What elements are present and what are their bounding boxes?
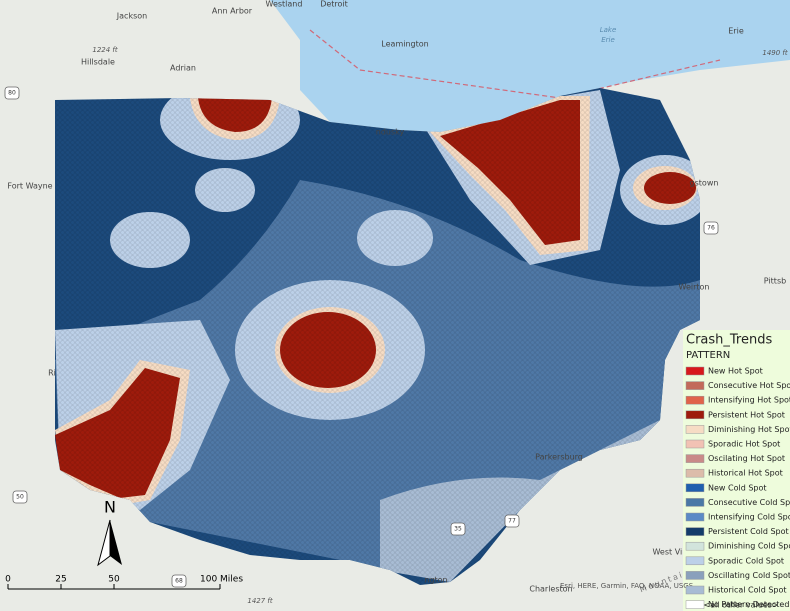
scale-label: 100 Miles — [200, 575, 243, 585]
water-label: Erie — [601, 36, 615, 44]
legend-label: Diminishing Hot Spot — [708, 425, 790, 434]
legend-swatch — [685, 468, 705, 478]
legend-title: Crash_Trends — [686, 333, 772, 348]
legend-swatch — [685, 410, 705, 420]
scale-label: 50 — [108, 575, 120, 585]
place-label: Detroit — [320, 0, 348, 9]
legend-swatch — [685, 454, 705, 463]
legend-swatch — [685, 483, 705, 493]
legend-swatch — [685, 600, 705, 609]
legend-label: Historical Cold Spot — [708, 586, 787, 595]
attribution: Esri, HERE, Garmin, FAO, NOAA, USGS — [560, 582, 694, 590]
legend-swatch — [685, 571, 705, 580]
place-label: Hillsdale — [81, 58, 115, 67]
legend-label: Intensifying Hot Spot — [708, 396, 790, 405]
legend-swatch — [685, 556, 705, 566]
place-label: Pittsb — [764, 277, 786, 286]
place-label: Fort Wayne — [7, 182, 52, 191]
legend-swatch — [685, 366, 705, 376]
place-label: Erie — [728, 27, 744, 36]
place-label: Ri — [48, 369, 56, 378]
legend-label: Diminishing Cold Spot — [708, 542, 790, 551]
legend-swatch — [685, 527, 705, 536]
legend-label: Oscilating Hot Spot — [708, 454, 785, 463]
north-label: N — [104, 498, 116, 517]
place-label: ndusky — [376, 128, 405, 137]
legend-label: New Cold Spot — [708, 483, 767, 492]
scale-label: 25 — [55, 575, 66, 585]
water-label: Lake — [600, 26, 617, 34]
elevation-label: 1427 ft — [247, 597, 273, 605]
legend-label: Consecutive Hot Spot — [708, 381, 790, 390]
legend-swatch — [685, 381, 705, 390]
place-label: Weirton — [679, 283, 710, 292]
legend-swatch — [685, 498, 705, 507]
legend-field: PATTERN — [686, 350, 730, 361]
place-label: Westland — [266, 0, 303, 9]
legend-label: Sporadic Hot Spot — [708, 440, 780, 449]
route-shield — [703, 221, 719, 235]
legend-swatch — [685, 541, 705, 551]
legend-swatch — [685, 425, 705, 434]
route-number: 35 — [454, 526, 462, 533]
place-label: West Vir — [652, 548, 686, 557]
legend-swatch — [685, 585, 705, 595]
place-label: Parkersburg — [535, 453, 583, 462]
route-shield — [450, 522, 466, 536]
scale-bar — [7, 584, 221, 590]
place-label: Adrian — [170, 64, 196, 73]
legend-label: Consecutive Cold Spot — [708, 498, 790, 507]
route-number: 80 — [8, 90, 16, 97]
route-number: 68 — [175, 578, 183, 585]
legend-label: No Pattern Detected — [708, 600, 789, 609]
legend-label: Sporadic Cold Spot — [708, 556, 784, 565]
place-label: Leamington — [381, 40, 428, 49]
legend-label: Persistent Hot Spot — [708, 410, 785, 419]
legend-swatch — [685, 395, 705, 405]
legend-footer: <all other values> — [703, 601, 778, 610]
route-shield — [504, 514, 520, 528]
legend-label: Oscillating Cold Spot — [708, 571, 790, 580]
route-number: 77 — [508, 518, 516, 525]
route-number: 76 — [707, 225, 715, 232]
legend-label: Intensifying Cold Spot — [708, 513, 790, 522]
scale-label: 0 — [5, 575, 11, 585]
place-label: Ann Arbor — [212, 7, 253, 16]
legend-label: Historical Hot Spot — [708, 469, 783, 478]
elevation-label: 1490 ft — [762, 49, 788, 57]
legend-label: New Hot Spot — [708, 367, 763, 376]
place-label: Jackson — [116, 12, 147, 21]
place-label: ngton — [424, 576, 447, 585]
place-label: gstown — [690, 179, 719, 188]
route-shield — [4, 86, 20, 100]
route-shield — [12, 490, 28, 504]
place-label: Charleston — [529, 585, 572, 594]
legend-label: Persistent Cold Spot — [708, 527, 789, 536]
lake-erie — [270, 0, 790, 132]
route-shield — [171, 574, 187, 588]
elevation-label: 1224 ft — [92, 46, 118, 54]
legend-swatch — [685, 439, 705, 449]
north-arrow: N — [97, 498, 122, 567]
route-number: 50 — [16, 494, 24, 501]
legend-swatch — [685, 512, 705, 522]
